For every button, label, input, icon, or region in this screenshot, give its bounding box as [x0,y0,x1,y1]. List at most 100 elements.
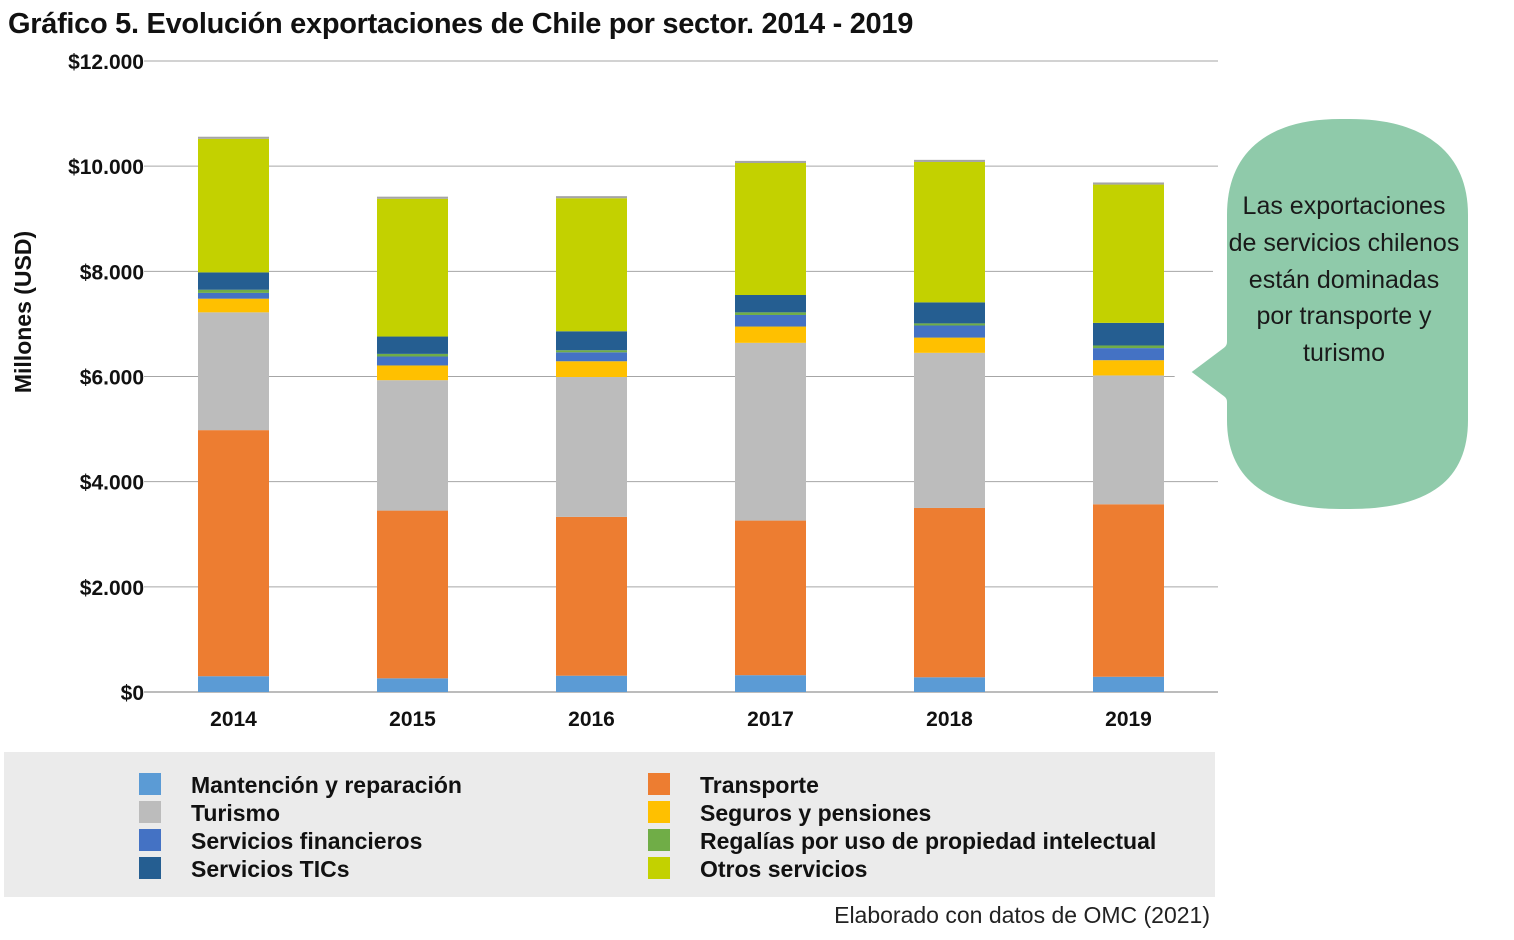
bar-segment [914,325,985,338]
bar-segment [198,272,269,290]
bar-segment [556,331,627,351]
y-tick-label: $2.000 [80,577,144,600]
callout-shape [1173,105,1482,523]
bar-segment [914,507,985,678]
bar-segment [198,136,269,139]
legend-label: Regalías por uso de propiedad intelectua… [700,828,1157,854]
legend-swatch [648,801,670,823]
legend-label: Seguros y pensiones [700,800,932,826]
legend-swatch [648,773,670,795]
legend-label: Otros servicios [700,856,868,882]
chart-title: Gráfico 5. Evolución exportaciones de Ch… [8,8,914,40]
bar-segment [556,350,627,353]
bar-segment [1093,322,1164,346]
bar-segment [377,365,448,381]
bar-segment [914,352,985,508]
tick-labels: $0 $2.000 $4.000 $6.000 $8.000 $10.000 $12.000… [68,51,1152,731]
callout-bubble [1173,105,1482,523]
bar-segment [1093,504,1164,677]
bar-segment [1093,182,1164,185]
x-tick-label: 2015 [389,708,436,731]
bar-segment [914,337,985,353]
bar-segment [735,160,806,164]
bar-segment [735,314,806,327]
x-tick-label: 2017 [747,708,794,731]
legend-label: Turismo [191,800,281,826]
bar-segment [198,298,269,313]
legend-label: Mantención y reparación [191,772,462,798]
bar-segment [198,676,269,692]
bar-segment [1093,360,1164,376]
bar-segment [556,196,627,199]
legend-label: Transporte [700,772,819,798]
bar-segment [1093,348,1164,361]
bar-segment [735,294,806,313]
legend-label: Servicios TICs [191,856,350,882]
legend-item: Transporte [648,770,819,798]
bar-segment [914,161,985,303]
bar-segment [735,163,806,295]
bars [198,136,1164,692]
bar-segment [198,138,269,273]
bar-segment [735,312,806,315]
x-tick-label: 2016 [568,708,615,731]
bar-segment [198,430,269,677]
legend-swatch [139,857,161,879]
bar-segment [377,353,448,357]
legend-swatch [648,829,670,851]
bar-segment [377,336,448,354]
x-tick-label: 2019 [1105,708,1152,731]
bar-segment [198,289,269,293]
bar-segment [377,196,448,199]
bar-segment [198,292,269,299]
legend: Mantención y reparación Transporte Turismo… [4,752,1215,897]
bar-segment [735,675,806,692]
y-tick-label: $12.000 [68,51,144,74]
bar-segment [198,312,269,431]
y-tick-label: $10.000 [68,156,144,179]
bar-segment [914,302,985,324]
bar-segment [1093,676,1164,692]
y-tick-label: $6.000 [80,367,144,390]
bar-segment [914,677,985,692]
bar-segment [556,361,627,378]
legend-item: Seguros y pensiones [648,798,931,826]
callout-text: Las exportaciones de servicios chilenos … [1228,192,1460,368]
bar-segment [914,323,985,326]
legend-swatch [139,801,161,823]
bar-segment [556,516,627,676]
legend-item: Servicios TICs [139,854,350,882]
grid [144,60,1218,693]
bar-segment [556,198,627,332]
bar-segment [556,352,627,362]
source-note: Elaborado con datos de OMC (2021) [834,902,1210,928]
legend-swatch [648,857,670,879]
bar-segment [735,520,806,676]
legend-item: Regalías por uso de propiedad intelectua… [648,826,1156,854]
bar-segment [377,198,448,337]
legend-item: Otros servicios [648,854,867,882]
legend-item: Mantención y reparación [139,770,462,798]
legend-label: Servicios financieros [191,828,423,854]
x-tick-label: 2018 [926,708,973,731]
x-tick-label: 2014 [210,708,257,731]
bar-segment [556,675,627,692]
bar-segment [377,510,448,679]
legend-swatch [139,773,161,795]
bar-segment [377,380,448,511]
y-tick-label: $0 [121,682,144,705]
legend-item: Turismo [139,798,280,826]
bar-segment [735,326,806,343]
bar-segment [1093,184,1164,323]
y-axis-label: Millones (USD) [10,231,36,393]
y-tick-label: $8.000 [80,261,144,284]
bar-segment [914,159,985,162]
bar-segment [735,342,806,521]
bar-segment [556,377,627,517]
legend-item: Servicios financieros [139,826,422,854]
y-tick-label: $4.000 [80,472,144,495]
bar-segment [1093,345,1164,349]
bar-segment [1093,375,1164,505]
bar-segment [377,356,448,366]
